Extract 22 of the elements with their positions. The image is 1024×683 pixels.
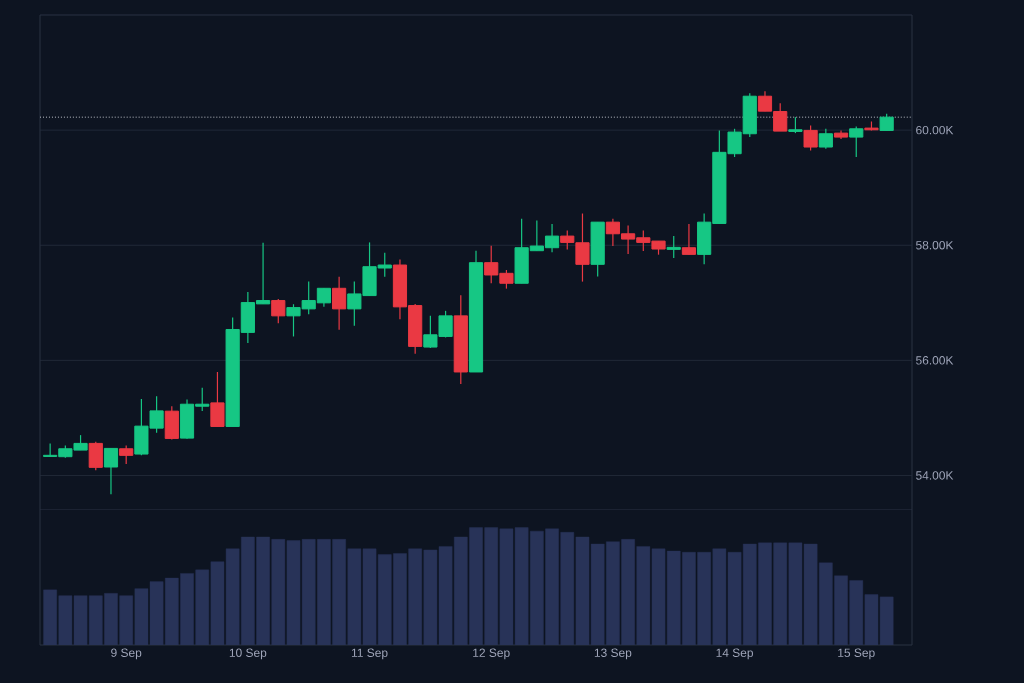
x-tick-label: 14 Sep (716, 648, 753, 660)
y-tick-label: 54.00K (916, 471, 954, 480)
candlestick (332, 276, 347, 331)
candlestick (119, 444, 134, 465)
x-tick-label: 10 Sep (229, 648, 267, 660)
x-tick-label: 9 Sep (111, 648, 142, 660)
candlestick (818, 128, 833, 150)
candlestick (681, 223, 697, 255)
x-tick-label: 13 Sep (594, 648, 632, 660)
candlestick (88, 441, 103, 471)
x-tick-label: 11 Sep (351, 648, 388, 660)
candlestick (849, 125, 864, 158)
y-tick-label: 58.00K (916, 241, 954, 250)
candlestick (103, 447, 119, 495)
candlestick (210, 371, 225, 428)
candlestick (803, 124, 818, 151)
y-tick-label: 60.00K (916, 125, 954, 135)
y-tick-label: 56.00K (916, 356, 954, 365)
candlestick (271, 298, 286, 324)
candlestick (666, 235, 681, 259)
x-tick-label: 15 Sep (838, 648, 875, 660)
x-tick-label: 12 Sep (473, 648, 510, 660)
